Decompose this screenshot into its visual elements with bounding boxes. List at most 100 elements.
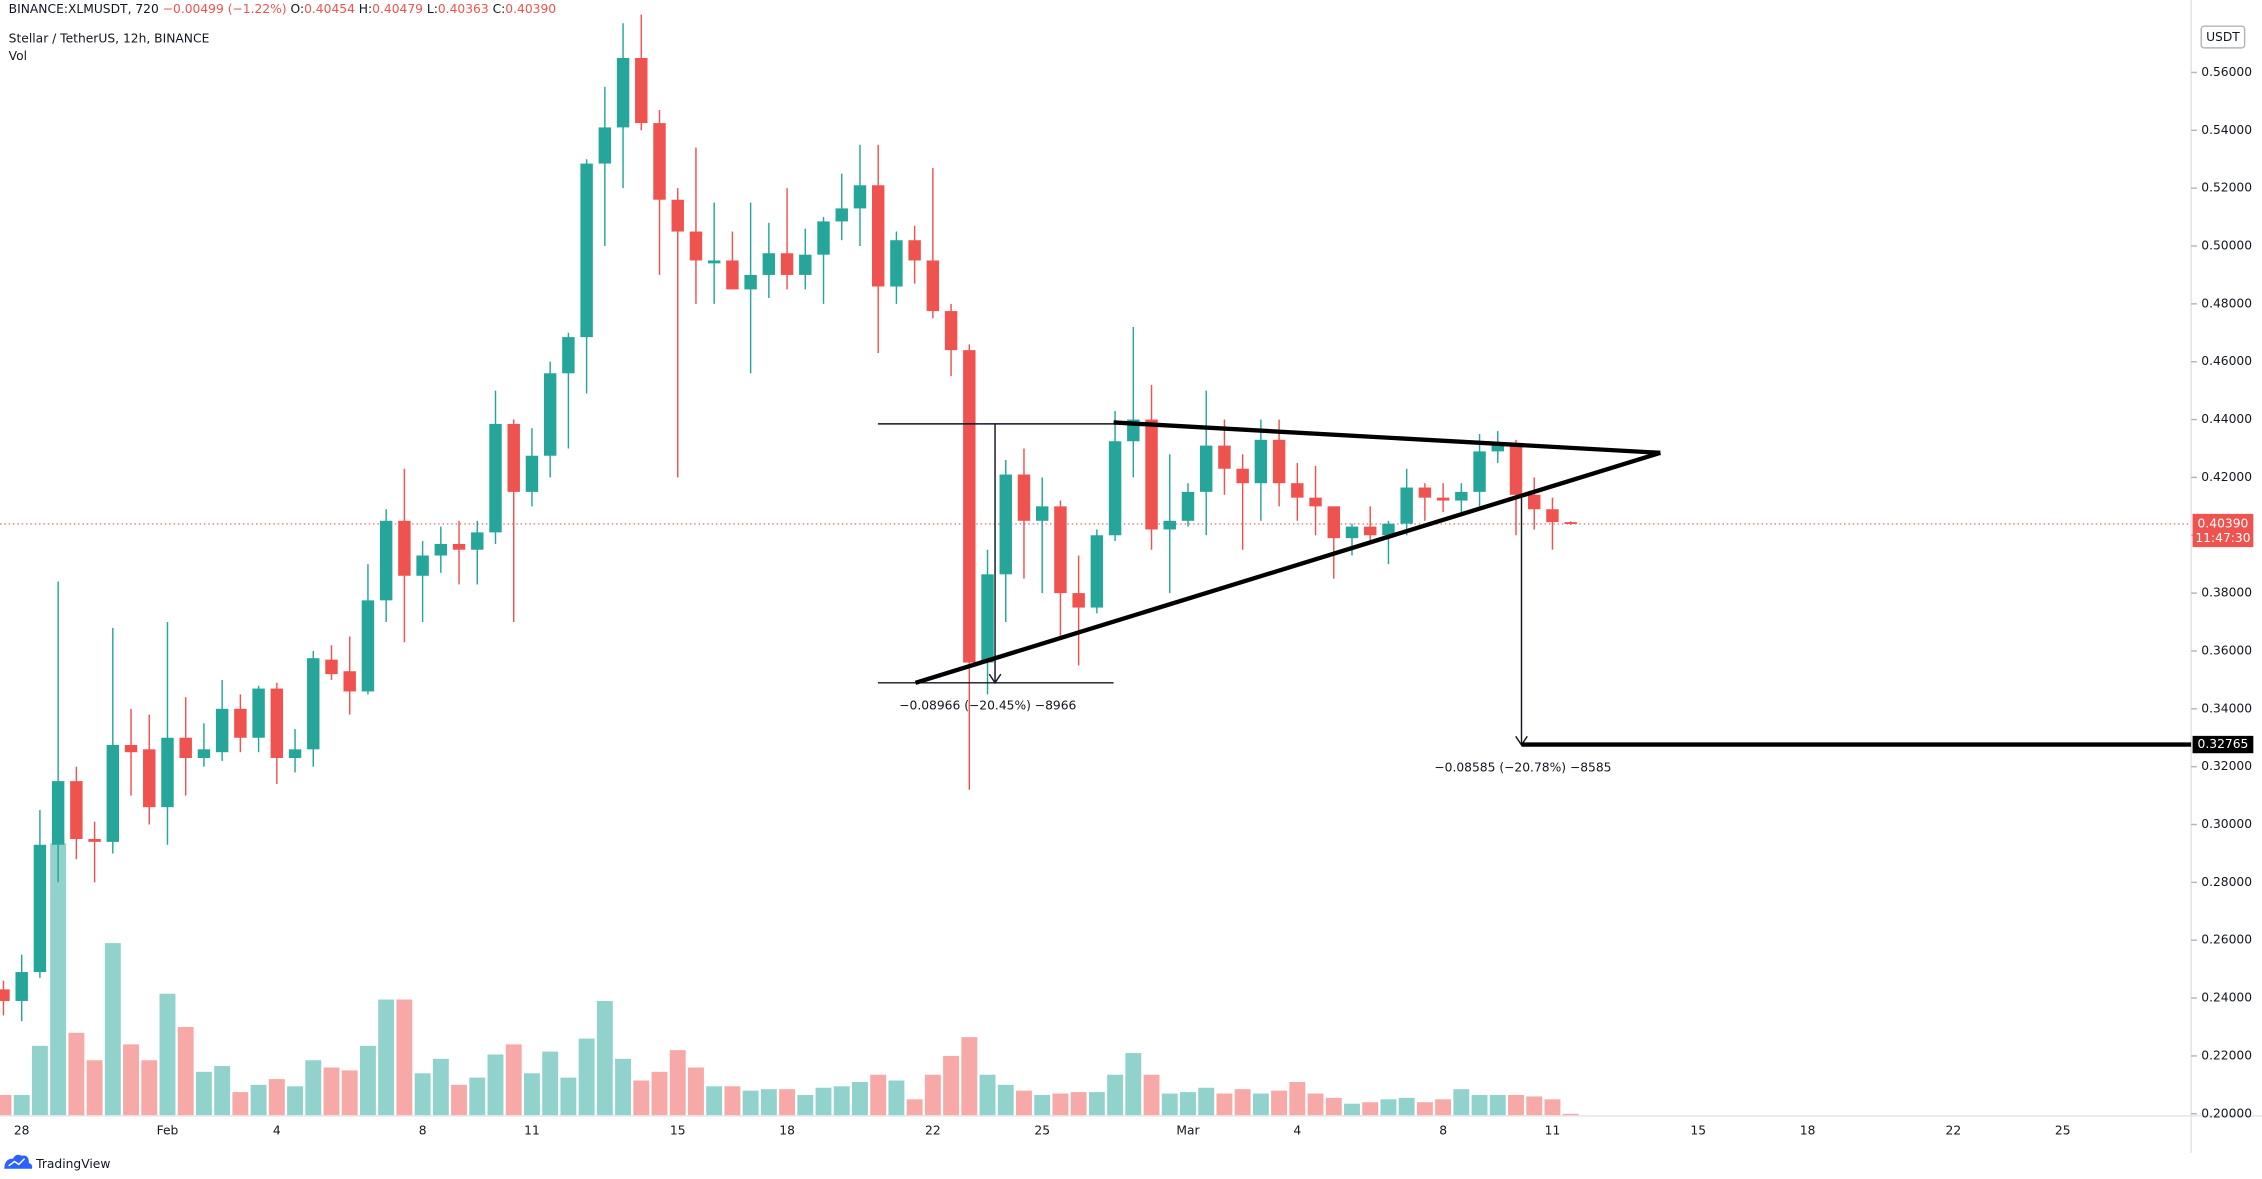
candle-body (1017, 474, 1031, 521)
volume-bar (214, 1066, 231, 1116)
candle-body (361, 600, 375, 692)
candle-body (1035, 506, 1049, 521)
y-tick-label: 0.46000 (2201, 354, 2252, 368)
header-line: BINANCE:XLMUSDT, 720 −0.00499 (−1.22%) O… (9, 1, 556, 15)
candle-body (744, 274, 757, 290)
candle-body (1546, 509, 1559, 523)
y-tick-label: 0.56000 (2201, 65, 2252, 79)
volume-bar (633, 1080, 650, 1116)
volume-bar (396, 999, 413, 1116)
candle-body (1145, 419, 1158, 530)
candle-body (1363, 526, 1377, 536)
candle-body (799, 254, 812, 275)
candle-body (288, 749, 302, 758)
candle-body (1236, 468, 1249, 484)
volume-bar (232, 1092, 249, 1116)
volume-bar (724, 1086, 741, 1116)
candle-body (1218, 445, 1231, 469)
x-tick-label: 18 (779, 1124, 795, 1138)
volume-bar (742, 1090, 759, 1116)
volume-bar (706, 1086, 723, 1116)
y-tick-label: 0.36000 (2201, 643, 2252, 657)
volume-bar (1052, 1093, 1069, 1116)
x-tick-label: 22 (925, 1124, 941, 1138)
volume-bar (1180, 1092, 1196, 1116)
candle-body (1327, 506, 1340, 539)
candle-body (543, 373, 557, 456)
change: −0.00499 (−1.22%) (163, 1, 287, 15)
candle-body (1199, 445, 1213, 492)
volume-bar (1453, 1089, 1470, 1116)
volume-bar (0, 1094, 12, 1116)
volume-bar (688, 1067, 704, 1116)
x-tick-label: 4 (273, 1124, 281, 1138)
candle-body (963, 350, 976, 663)
volume-bar (487, 1054, 504, 1116)
y-tick-label: 0.28000 (2201, 875, 2252, 889)
candle-body (197, 749, 211, 758)
candle-body (33, 844, 47, 973)
volume-bar (943, 1055, 960, 1116)
x-tick-label: 4 (1293, 1124, 1301, 1138)
plot-area (0, 14, 2192, 1116)
candle-body (999, 474, 1012, 575)
candle-body (1163, 520, 1176, 530)
candle-body (106, 744, 120, 842)
candle-body (179, 737, 192, 758)
candle-body (853, 185, 867, 209)
volume-bar (141, 1060, 158, 1116)
candle-body (161, 737, 174, 808)
candle-body (653, 123, 666, 200)
volume-bar (177, 1027, 194, 1116)
volume-bar (833, 1086, 850, 1116)
candle-body (817, 221, 830, 255)
volume-bar (979, 1074, 996, 1116)
currency-box[interactable] (2200, 25, 2246, 49)
volume-bar (159, 993, 176, 1116)
candle-body (15, 972, 28, 1001)
candle-body (1254, 439, 1268, 484)
volume-bar (1016, 1090, 1032, 1116)
volume-bar (997, 1084, 1014, 1116)
ohlc-label: O: (291, 1, 305, 15)
volume-bar (414, 1073, 431, 1116)
target-box (2192, 735, 2254, 754)
ohlc-label: H: (359, 1, 372, 15)
volume-bar (195, 1071, 212, 1116)
ohlc-value: 0.40390 (505, 1, 556, 15)
y-tick-label: 0.42000 (2201, 470, 2252, 484)
volume-bar (1070, 1092, 1087, 1116)
volume-bar (852, 1081, 868, 1116)
chart-title: Stellar / TetherUS, 12h, BINANCE (9, 32, 210, 46)
y-tick-label: 0.38000 (2201, 586, 2252, 600)
x-tick-label: 25 (1034, 1124, 1050, 1138)
volume-bar (451, 1084, 468, 1116)
volume-bar (505, 1044, 522, 1116)
volume-bar (1416, 1102, 1433, 1116)
volume-bar (123, 1044, 139, 1116)
volume-bar (1562, 1113, 1579, 1116)
candle-body (1473, 451, 1486, 492)
x-tick-label: Feb (157, 1124, 179, 1138)
volume-bar (578, 1038, 595, 1116)
candle-body (1272, 439, 1286, 484)
candle-body (871, 185, 885, 287)
candle-body (1564, 522, 1577, 524)
volume-bar (378, 999, 395, 1116)
candle-body (215, 708, 229, 753)
volume-bar (86, 1060, 103, 1116)
volume-bar (560, 1077, 577, 1116)
candle-body (908, 240, 921, 261)
measure-label: −0.08966 (−20.45%) −8966 (899, 698, 1076, 712)
measure-arrow (988, 673, 1002, 685)
volume-bar (359, 1045, 376, 1116)
y-tick-label: 0.30000 (2201, 817, 2252, 831)
volume-bar (596, 1000, 613, 1116)
volume-bar (250, 1084, 267, 1116)
volume-bar (1271, 1090, 1288, 1116)
ohlc-value: 0.40479 (372, 1, 423, 15)
volume-bar (523, 1073, 540, 1116)
candle-body (1400, 487, 1413, 524)
candle-body (1509, 445, 1523, 495)
candle-body (88, 838, 101, 842)
